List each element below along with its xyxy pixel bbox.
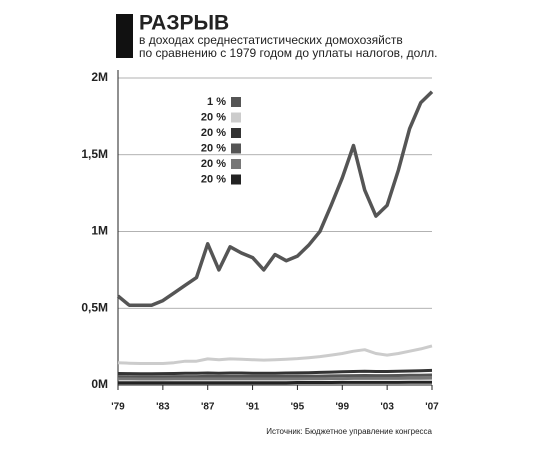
legend-label: 20 % <box>201 142 226 154</box>
x-tick-label: '03 <box>380 402 394 413</box>
legend-swatch <box>231 159 241 169</box>
x-tick-label: '79 <box>111 402 125 413</box>
series-line <box>117 368 433 376</box>
x-tick-label: '91 <box>246 402 260 413</box>
x-tick-label: '07 <box>425 402 439 413</box>
legend-label: 20 % <box>201 111 226 123</box>
series-line <box>117 373 433 379</box>
series-line <box>118 380 432 385</box>
y-tick-label: 0M <box>91 377 108 391</box>
y-tick-label: 1M <box>91 224 108 238</box>
chart-subtitle: в доходах среднестатистических домохозяй… <box>139 33 403 47</box>
series-line <box>116 90 434 307</box>
legend-swatch <box>231 128 241 138</box>
source: Источник: Бюджетное управление конгресса <box>266 427 432 436</box>
series-line <box>117 344 433 365</box>
y-tick-label: 2M <box>91 70 108 84</box>
legend-label: 1 % <box>207 96 226 108</box>
series-line <box>118 376 433 381</box>
chart-subtitle: по сравнению с 1979 годом до уплаты нало… <box>139 46 437 60</box>
legend-label: 20 % <box>201 127 226 139</box>
legend-label: 20 % <box>201 173 226 185</box>
legend-swatch <box>231 97 241 107</box>
x-tick-label: '87 <box>201 402 215 413</box>
y-tick-label: 1,5M <box>81 147 108 161</box>
y-tick-label: 0,5M <box>81 300 108 314</box>
legend-swatch <box>231 112 241 123</box>
chart-title: РАЗРЫВ <box>139 12 229 35</box>
legend-label: 20 % <box>201 158 226 170</box>
legend-swatch <box>231 174 241 185</box>
x-tick-label: '95 <box>291 402 305 413</box>
x-tick-label: '83 <box>156 402 170 413</box>
x-tick-label: '99 <box>336 402 350 413</box>
legend-swatch <box>231 143 241 154</box>
title-bar <box>116 14 133 58</box>
